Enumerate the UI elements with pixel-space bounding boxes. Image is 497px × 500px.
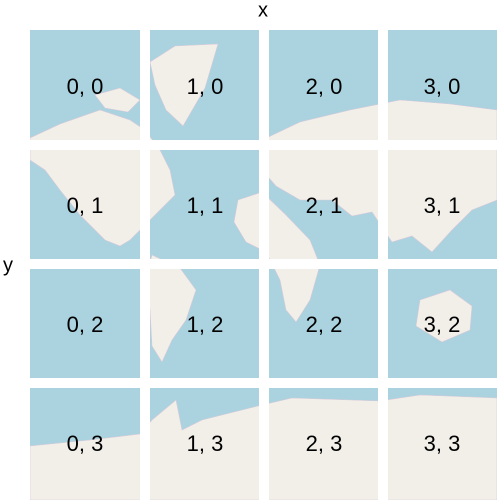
x-axis-label: x [258, 0, 268, 21]
y-axis-label: y [3, 254, 13, 276]
tile-gaps [30, 30, 497, 500]
tile-label: 1, 0 [187, 74, 224, 99]
australia [415, 289, 473, 343]
tile-label: 1, 3 [187, 431, 224, 456]
tile-label: 3, 1 [424, 193, 461, 218]
arctic-islands [94, 87, 141, 113]
tile-label: 0, 2 [67, 312, 104, 337]
tile-label: 2, 0 [306, 74, 343, 99]
tile-label: 0, 1 [67, 193, 104, 218]
tile-label: 0, 3 [67, 431, 104, 456]
tile-label: 3, 2 [424, 312, 461, 337]
tile-label: 2, 3 [306, 431, 343, 456]
tile-label: 1, 2 [187, 312, 224, 337]
eurasia [257, 99, 497, 253]
tile-label: 0, 0 [67, 74, 104, 99]
africa-europe [233, 191, 321, 323]
tile-label: 3, 0 [424, 74, 461, 99]
tile-label: 3, 3 [424, 431, 461, 456]
tile-label: 1, 1 [187, 193, 224, 218]
greenland [149, 43, 219, 127]
tile-label: 2, 1 [306, 193, 343, 218]
tile-label: 2, 2 [306, 312, 343, 337]
